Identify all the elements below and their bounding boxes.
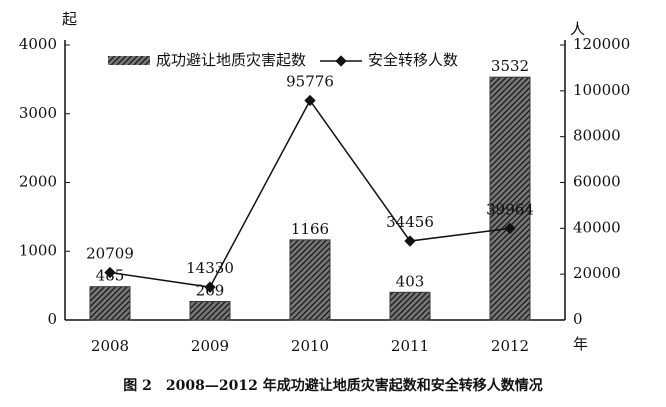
line-value-label: 95776 [286, 73, 334, 91]
x-axis-title: 年 [573, 335, 588, 353]
line-value-label: 34456 [386, 213, 434, 231]
bar-value-label: 403 [396, 272, 425, 290]
line-marker [504, 222, 516, 235]
legend-label: 成功避让地质灾害起数 [156, 51, 306, 69]
line-value-label: 14330 [186, 259, 234, 277]
caption: 图 2 2008—2012 年成功避让地质灾害起数和安全转移人数情况 [123, 377, 542, 394]
line-marker [404, 235, 416, 247]
bar [89, 286, 131, 321]
y-tick-label: 1000 [19, 241, 57, 259]
legend-swatch [335, 55, 347, 67]
bar [489, 76, 531, 321]
legend-swatch [108, 56, 150, 65]
y-tick-label: 4000 [19, 35, 57, 53]
y2-axis-title: 人 [570, 20, 585, 38]
y-tick-label: 2000 [19, 173, 57, 191]
y-tick-label: 3000 [19, 104, 57, 122]
bar [189, 301, 231, 321]
x-tick-label: 2009 [191, 337, 229, 355]
bar [389, 291, 431, 321]
y2-tick-label: 40000 [573, 218, 621, 236]
y2-tick-label: 100000 [573, 81, 630, 99]
y2-tick-label: 120000 [573, 35, 630, 53]
y2-tick-label: 60000 [573, 173, 621, 191]
x-tick-label: 2012 [491, 337, 529, 355]
y2-tick-label: 20000 [573, 264, 621, 282]
bar [289, 239, 331, 321]
y-tick-label: 0 [47, 310, 57, 328]
line-marker [204, 281, 216, 293]
y2-tick-label: 0 [573, 310, 583, 328]
x-tick-label: 2011 [391, 337, 429, 355]
line-value-label: 39964 [486, 200, 534, 218]
x-tick-label: 2008 [91, 337, 129, 355]
legend-label: 安全转移人数 [368, 51, 458, 69]
bar-value-label: 1166 [291, 220, 329, 238]
x-tick-label: 2010 [291, 337, 329, 355]
line-value-label: 20709 [86, 245, 134, 263]
y-axis-title: 起 [62, 10, 77, 28]
line-marker [304, 94, 316, 107]
y2-tick-label: 80000 [573, 127, 621, 145]
bar-value-label: 3532 [491, 57, 529, 75]
